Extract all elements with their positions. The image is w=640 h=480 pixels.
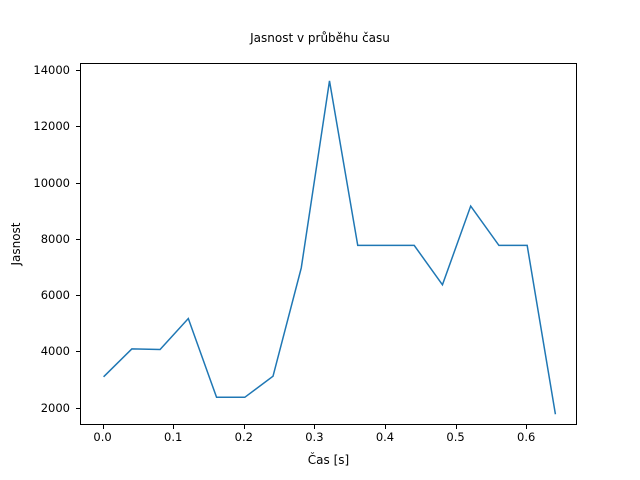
x-tick-label: 0.3	[305, 430, 324, 444]
x-tick-label: 0.2	[234, 430, 253, 444]
x-tick-label: 0.5	[446, 430, 465, 444]
y-tick-mark	[76, 351, 80, 352]
x-tick-mark	[385, 425, 386, 429]
y-tick-mark	[76, 126, 80, 127]
y-tick-label: 14000	[33, 63, 70, 78]
x-tick-mark	[244, 425, 245, 429]
x-tick-label: 0.0	[93, 430, 112, 444]
y-tick-label: 12000	[33, 119, 70, 134]
y-tick-label: 4000	[40, 344, 70, 359]
x-tick-label: 0.1	[164, 430, 183, 444]
y-tick-mark	[76, 183, 80, 184]
y-tick-label: 8000	[40, 231, 70, 246]
y-tick-mark	[76, 408, 80, 409]
x-tick-mark	[173, 425, 174, 429]
y-tick-mark	[76, 295, 80, 296]
x-tick-mark	[526, 425, 527, 429]
data-line-svg	[103, 80, 557, 415]
y-tick-label: 2000	[40, 400, 70, 415]
data-series-line	[103, 80, 557, 415]
y-tick-mark	[76, 70, 80, 71]
x-tick-label: 0.6	[517, 430, 536, 444]
x-tick-mark	[456, 425, 457, 429]
x-axis-label: Čas [s]	[307, 453, 350, 467]
y-tick-mark	[76, 239, 80, 240]
x-tick-mark	[103, 425, 104, 429]
y-tick-label: 10000	[33, 175, 70, 190]
x-tick-mark	[314, 425, 315, 429]
chart-title: Jasnost v průběhu času	[250, 31, 390, 45]
plot-area	[80, 63, 577, 425]
x-tick-label: 0.4	[375, 430, 395, 444]
y-tick-label: 6000	[40, 288, 70, 303]
